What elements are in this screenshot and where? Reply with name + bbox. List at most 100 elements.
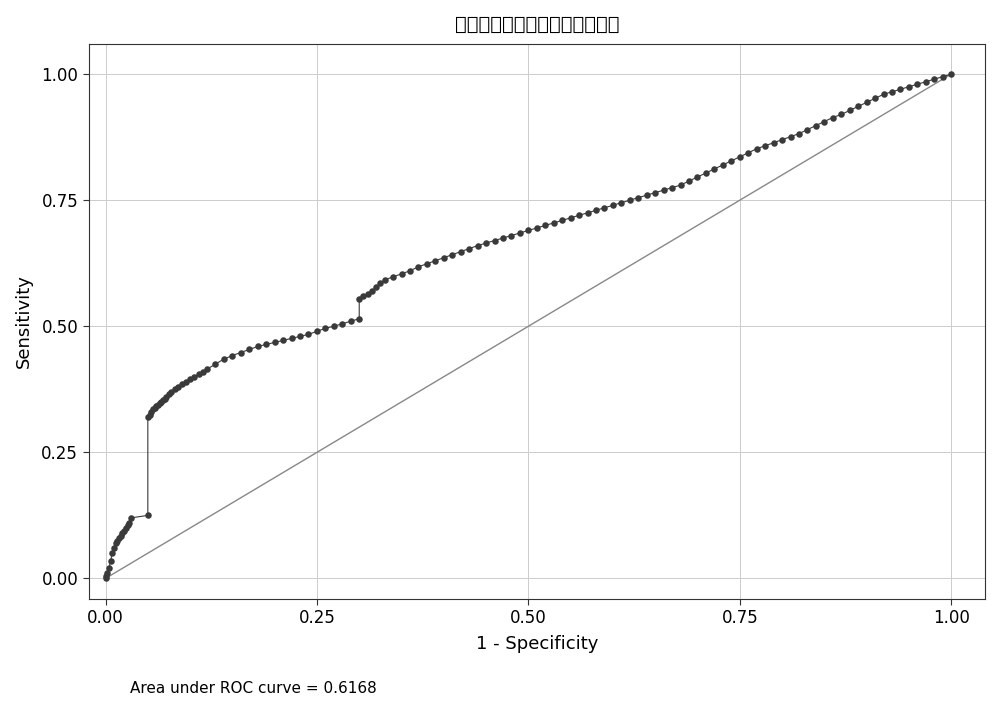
Point [106, 542, 122, 554]
Point [153, 396, 169, 407]
Point [364, 285, 380, 296]
Point [174, 378, 190, 390]
Point [723, 155, 739, 166]
Point [833, 109, 849, 120]
Point [157, 393, 173, 405]
Point [140, 412, 156, 423]
Point [145, 404, 161, 415]
Point [170, 381, 186, 392]
Point [343, 316, 359, 327]
Point [783, 131, 799, 142]
Point [385, 271, 401, 282]
Point [825, 112, 841, 123]
Point [926, 73, 942, 85]
Point [147, 402, 163, 414]
Point [419, 258, 435, 269]
Point [876, 89, 892, 100]
Point [148, 401, 164, 412]
Point [757, 140, 773, 151]
Point [142, 409, 158, 420]
Y-axis label: Sensitivity: Sensitivity [15, 274, 33, 368]
Point [563, 212, 579, 223]
Point [656, 184, 672, 196]
Point [195, 366, 211, 378]
Point [470, 240, 486, 251]
Point [884, 86, 900, 97]
Point [453, 246, 469, 257]
Point [427, 255, 443, 267]
Point [520, 225, 536, 236]
Point [943, 68, 959, 80]
Point [842, 105, 858, 116]
Point [123, 512, 139, 523]
Point [664, 182, 680, 193]
Point [799, 124, 815, 135]
Point [143, 406, 159, 417]
Point [191, 368, 207, 380]
Point [104, 547, 120, 559]
Point [116, 525, 132, 536]
Point [152, 397, 168, 409]
Point [158, 391, 174, 402]
Point [715, 159, 731, 171]
Point [487, 235, 503, 246]
Point [681, 176, 697, 187]
Point [109, 535, 125, 546]
Point [859, 97, 875, 108]
Point [103, 555, 119, 567]
Point [216, 353, 232, 365]
Point [140, 510, 156, 521]
Point [267, 337, 283, 348]
Point [436, 252, 452, 263]
Point [892, 84, 908, 95]
Point [355, 290, 371, 301]
Point [199, 363, 215, 375]
Point [150, 400, 166, 411]
Point [749, 143, 765, 154]
Point [292, 331, 308, 342]
Point [580, 207, 596, 218]
Point [588, 205, 604, 216]
Point [241, 344, 257, 356]
Point [224, 350, 240, 361]
Point [867, 92, 883, 104]
Point [111, 533, 127, 544]
Point [186, 371, 202, 383]
Point [317, 323, 333, 334]
Point [182, 373, 198, 385]
Point [351, 313, 367, 324]
Point [99, 567, 115, 579]
Point [121, 518, 137, 529]
Point [647, 187, 663, 198]
Point [791, 128, 807, 139]
Text: Area under ROC curve = 0.6168: Area under ROC curve = 0.6168 [130, 681, 377, 696]
Point [909, 78, 925, 90]
Point [233, 347, 249, 358]
Point [351, 293, 367, 304]
Point [850, 101, 866, 112]
Point [444, 249, 460, 260]
Point [402, 265, 418, 277]
Point [300, 328, 316, 340]
Point [816, 116, 832, 127]
Point [120, 520, 136, 531]
Point [155, 395, 171, 406]
Point [512, 228, 528, 239]
Point [207, 358, 223, 370]
Point [309, 326, 325, 337]
Point [706, 164, 722, 175]
Point [163, 386, 179, 397]
Point [258, 338, 274, 350]
Point [529, 223, 545, 234]
Point [108, 538, 124, 549]
Point [275, 335, 291, 346]
Point [113, 530, 129, 541]
Point [639, 190, 655, 201]
Point [326, 321, 342, 332]
Point [808, 120, 824, 132]
Point [284, 333, 300, 344]
Point [774, 134, 790, 145]
Point [101, 562, 117, 574]
Point [394, 268, 410, 279]
Point [766, 137, 782, 149]
